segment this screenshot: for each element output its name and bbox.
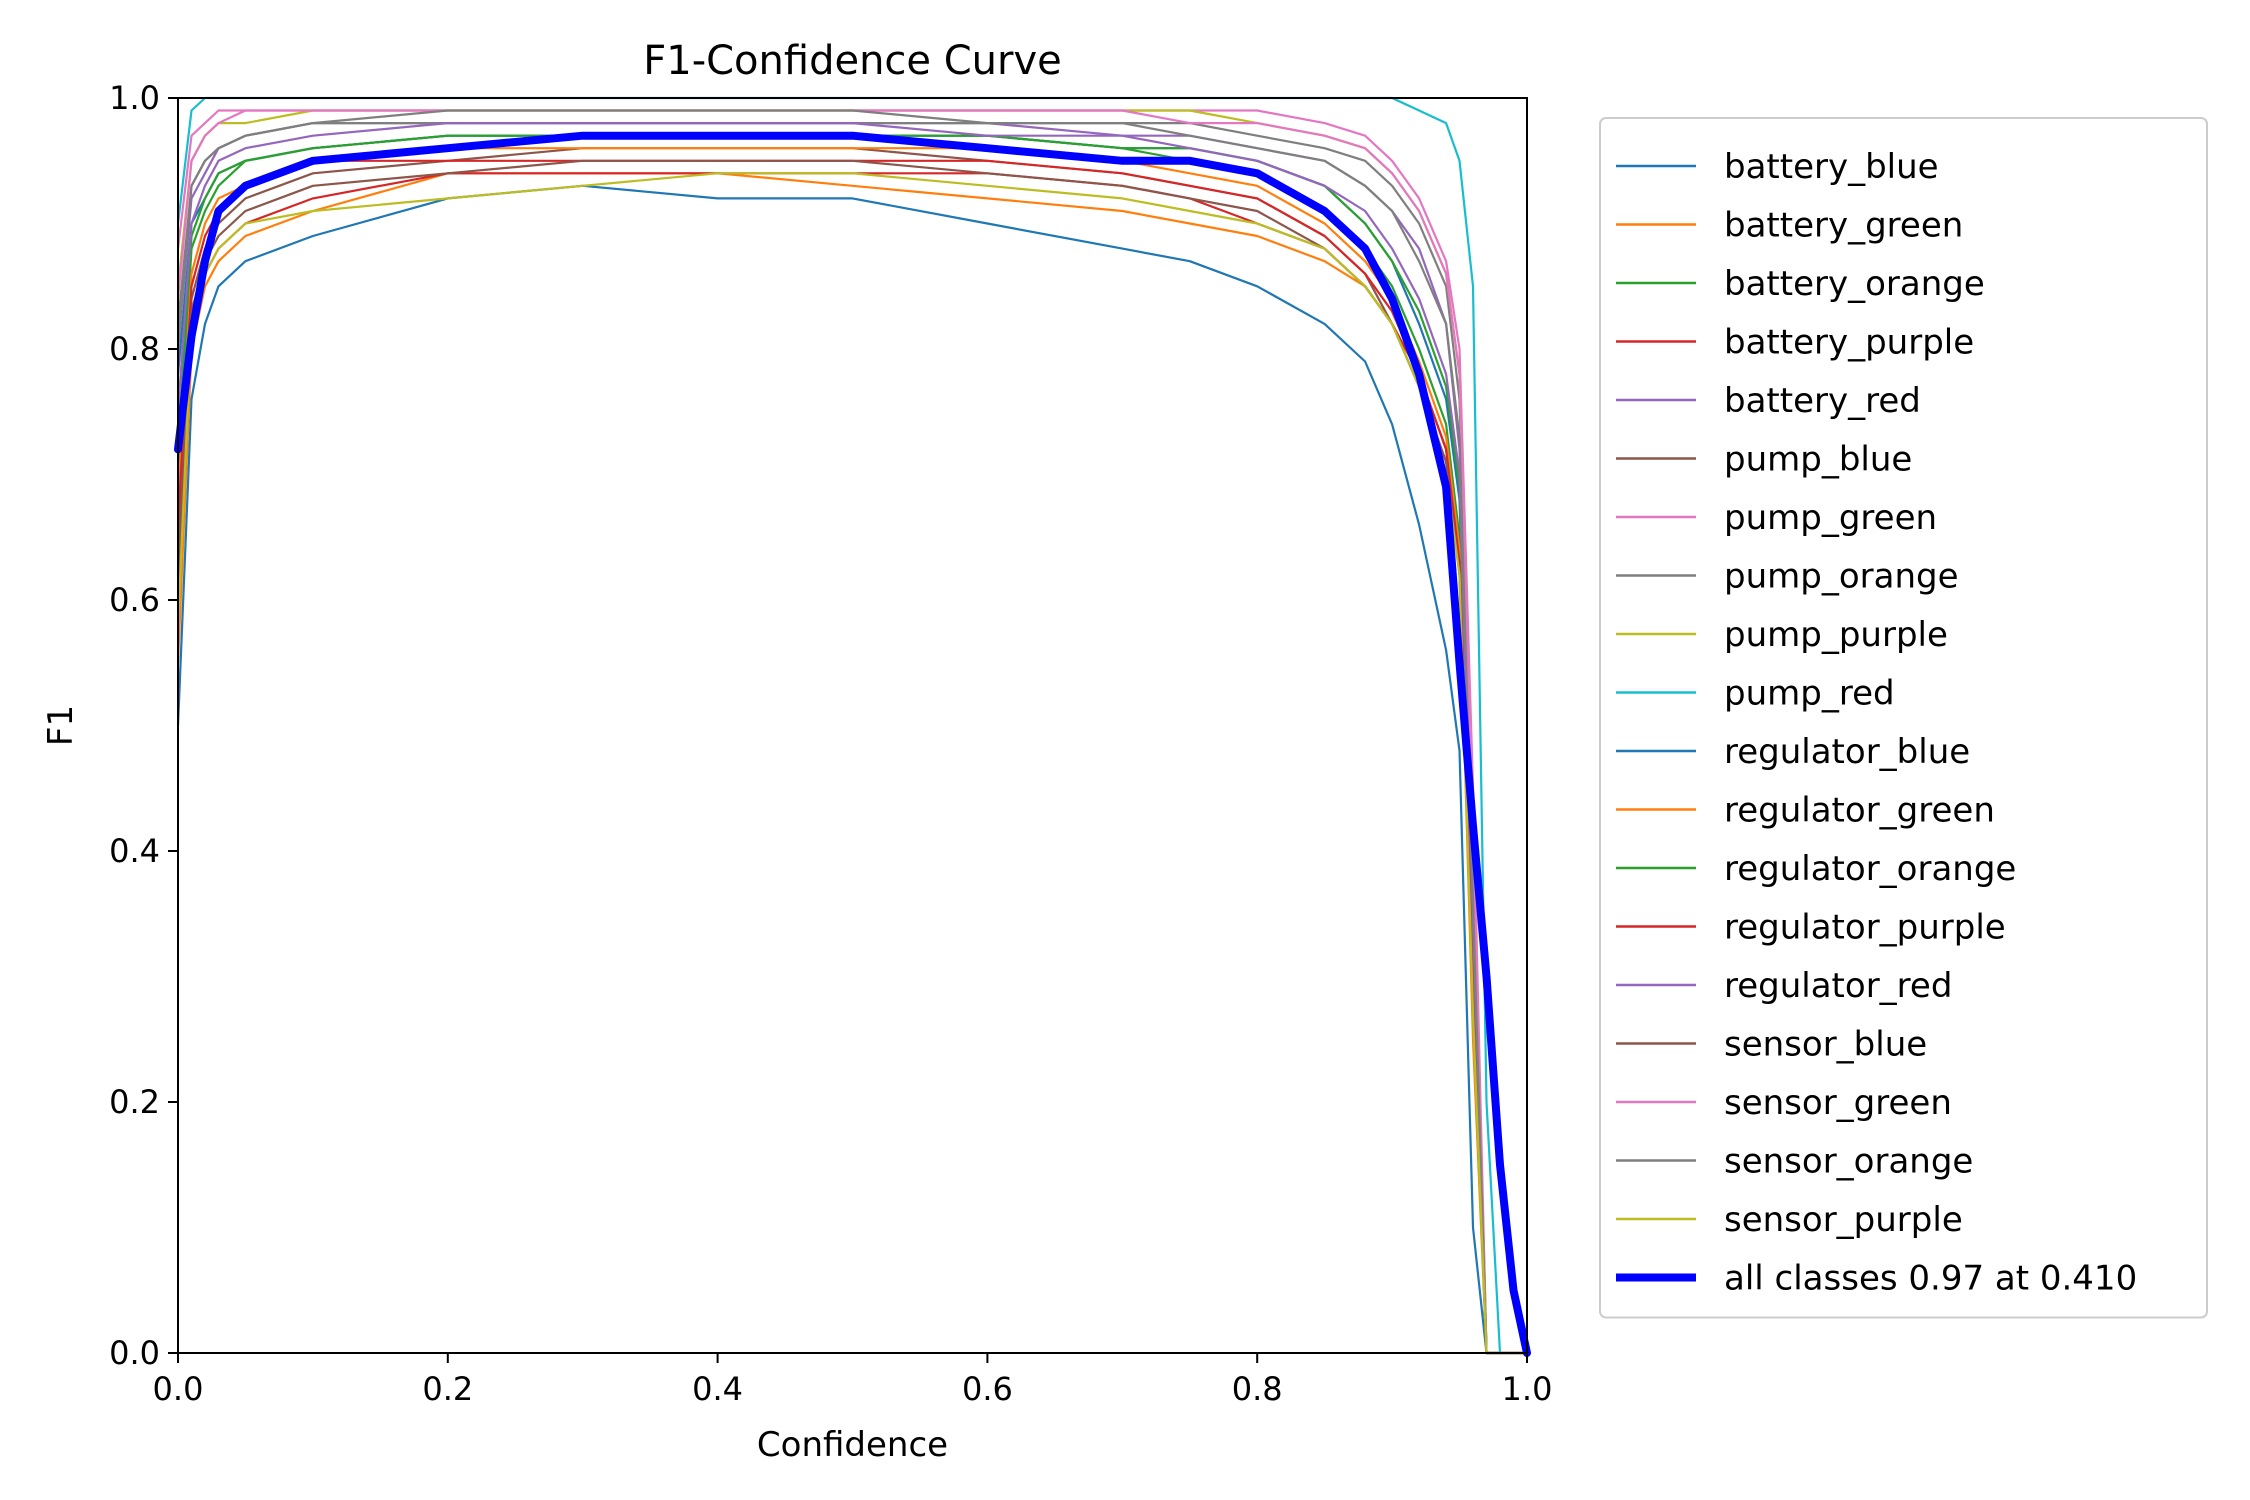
legend-label-pump-red: pump_red [1724,674,1895,714]
legend: battery_blue battery_green battery_orangeb… [1599,117,2208,1319]
legend-label-battery-purple: battery_purple [1724,323,1974,363]
legend-label-sensor-green: sensor_green [1724,1083,1952,1123]
series-line-sensor-green [176,109,1529,1355]
y-tick-label: 0.0 [109,1334,160,1372]
y-axis-label: F1 [41,705,81,746]
series-line-pump-purple [176,109,1529,1355]
series-line-sensor-blue [176,159,1529,1355]
x-axis-ticks: 0.0 0.2 0.4 0.6 0.8 1.0 [153,1353,1553,1408]
x-tick-label: 0.8 [1232,1370,1283,1408]
series-line-battery-orange [176,134,1529,1355]
y-axis-ticks: 0.0 0.2 0.4 0.6 0.8 1.0 [109,79,178,1372]
legend-label-sensor-blue: sensor_blue [1724,1025,1927,1065]
x-tick-label: 1.0 [1502,1370,1553,1408]
series-line-sensor-orange [176,109,1529,1355]
y-tick-label: 0.2 [109,1083,160,1121]
series-line-regulator-orange [176,134,1529,1355]
legend-label-regulator-green: regulator_green [1724,791,1995,831]
x-tick-label: 0.2 [422,1370,473,1408]
legend-label-sensor-purple: sensor_purple [1724,1200,1963,1240]
y-tick-label: 0.6 [109,581,160,619]
x-tick-label: 0.0 [153,1370,204,1408]
x-axis-label: Confidence [757,1425,948,1465]
chart-title: F1-Confidence Curve [643,38,1062,84]
series-line-sensor-purple [176,172,1529,1355]
legend-label-battery-green: battery_green [1724,206,1963,246]
x-tick-label: 0.6 [962,1370,1013,1408]
series-line-battery-blue [176,184,1529,1355]
series-line-regulator-blue [176,134,1529,1355]
legend-label-pump-green: pump_green [1724,498,1937,538]
legend-label-sensor-orange: sensor_orange [1724,1142,1973,1182]
plot-series-group [174,96,1531,1357]
series-line-battery-purple [176,172,1529,1355]
series-line-pump-red [176,96,1529,1355]
y-tick-label: 0.4 [109,832,160,870]
legend-label-regulator-blue: regulator_blue [1724,732,1970,772]
legend-label-battery-red: battery_red [1724,381,1921,421]
y-tick-label: 1.0 [109,79,160,117]
y-tick-label: 0.8 [109,330,160,368]
series-line-battery-green [176,172,1529,1355]
legend-label-pump-purple: pump_purple [1724,615,1948,655]
series-line-battery-red [176,121,1529,1355]
legend-label-pump-orange: pump_orange [1724,557,1959,597]
series-line-pump-blue [176,147,1529,1355]
legend-label-battery-blue: battery_blue [1724,147,1939,187]
legend-label-battery-orange: battery_orange [1724,264,1985,304]
series-line-pump-green [176,109,1529,1355]
legend-label-regulator-purple: regulator_purple [1724,908,2006,948]
series-line-regulator-green [176,147,1529,1355]
plot-frame [177,97,1528,1354]
series-line-pump-orange [176,121,1529,1355]
legend-label-regulator-orange: regulator_orange [1724,849,2016,889]
series-line-all-classes-0-97-at-0-410 [174,131,1531,1357]
x-tick-label: 0.4 [692,1370,743,1408]
legend-label-all-classes-0-97-at-0-410: all classes 0.97 at 0.410 [1724,1259,2137,1299]
legend-label-regulator-red: regulator_red [1724,966,1952,1006]
legend-label-pump-blue: pump_blue [1724,440,1912,480]
series-line-regulator-red [176,121,1529,1355]
series-line-regulator-purple [176,159,1529,1355]
legend-box [1599,117,2208,1319]
